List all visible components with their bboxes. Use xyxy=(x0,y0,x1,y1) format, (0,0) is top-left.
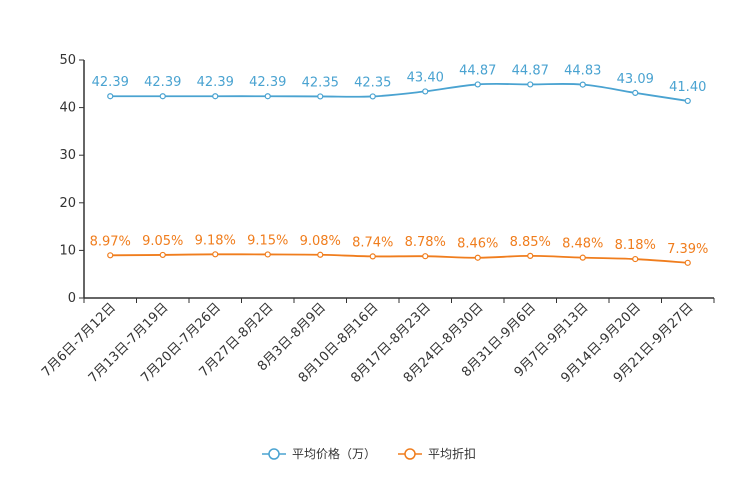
y-tick-label: 50 xyxy=(59,53,76,68)
series-0-data-label: 44.87 xyxy=(512,63,549,78)
series-1-data-label: 8.78% xyxy=(405,235,446,250)
series-0-data-label: 42.39 xyxy=(249,75,286,90)
series-1-data-label: 9.08% xyxy=(300,234,341,249)
series-1-point[interactable] xyxy=(684,259,691,266)
series-0-point[interactable] xyxy=(527,81,534,88)
series-1-point[interactable] xyxy=(422,253,429,260)
series-0-data-label: 41.40 xyxy=(669,80,706,95)
series-1-data-label: 8.85% xyxy=(510,235,551,250)
series-1-data-label: 8.97% xyxy=(90,234,131,249)
series-1-point[interactable] xyxy=(527,252,534,259)
series-1-data-label: 8.46% xyxy=(457,237,498,252)
y-tick-label: 0 xyxy=(68,291,76,306)
series-1-data-label: 7.39% xyxy=(667,242,708,257)
y-tick-label: 30 xyxy=(59,148,76,163)
series-0-point[interactable] xyxy=(579,81,586,88)
series-0-point[interactable] xyxy=(422,88,429,95)
series-0-data-label: 44.83 xyxy=(564,64,601,79)
series-0-point[interactable] xyxy=(264,93,271,100)
series-1-data-label: 9.15% xyxy=(247,233,288,248)
y-tick-label: 40 xyxy=(59,101,76,116)
series-1-point[interactable] xyxy=(159,251,166,259)
series-1-point[interactable] xyxy=(369,253,376,260)
series-1-point[interactable] xyxy=(212,251,219,258)
series-0-data-label: 42.39 xyxy=(144,75,181,90)
series-0-point[interactable] xyxy=(317,93,324,100)
series-0-data-label: 42.35 xyxy=(354,75,391,90)
series-0-data-label: 43.09 xyxy=(617,72,654,87)
series-1-data-label: 9.05% xyxy=(142,234,183,249)
series-1-point[interactable] xyxy=(107,252,114,259)
y-tick-label: 10 xyxy=(59,243,76,258)
series-0-data-label: 42.35 xyxy=(302,75,339,90)
series-1-data-label: 8.48% xyxy=(562,237,603,252)
series-0-point[interactable] xyxy=(632,89,639,96)
series-0-data-label: 42.39 xyxy=(92,75,129,90)
legend-marker-icon-1 xyxy=(404,448,416,460)
series-1-data-label: 8.74% xyxy=(352,235,393,250)
legend-label-1[interactable]: 平均折扣 xyxy=(428,446,476,461)
series-1-data-label: 9.18% xyxy=(195,233,236,248)
series-1-point[interactable] xyxy=(264,251,271,258)
series-0-data-label: 44.87 xyxy=(459,63,496,78)
series-0-point[interactable] xyxy=(159,93,166,100)
series-1-point[interactable] xyxy=(632,255,639,263)
y-tick-label: 20 xyxy=(59,196,76,211)
series-0-data-label: 42.39 xyxy=(197,75,234,90)
series-1-point[interactable] xyxy=(317,251,324,258)
series-0-point[interactable] xyxy=(369,93,376,100)
series-0-point[interactable] xyxy=(212,93,219,100)
legend-label-0[interactable]: 平均价格（万） xyxy=(292,446,376,461)
series-line-0 xyxy=(110,82,688,102)
series-0-point[interactable] xyxy=(107,93,114,100)
series-1-point[interactable] xyxy=(474,254,481,261)
series-0-point[interactable] xyxy=(684,97,691,105)
series-0-point[interactable] xyxy=(474,81,481,88)
series-1-point[interactable] xyxy=(579,254,586,261)
legend-marker-icon-0 xyxy=(268,448,280,460)
series-0-data-label: 43.40 xyxy=(407,70,444,85)
series-1-data-label: 8.18% xyxy=(615,238,656,253)
series-line-1 xyxy=(110,253,688,264)
